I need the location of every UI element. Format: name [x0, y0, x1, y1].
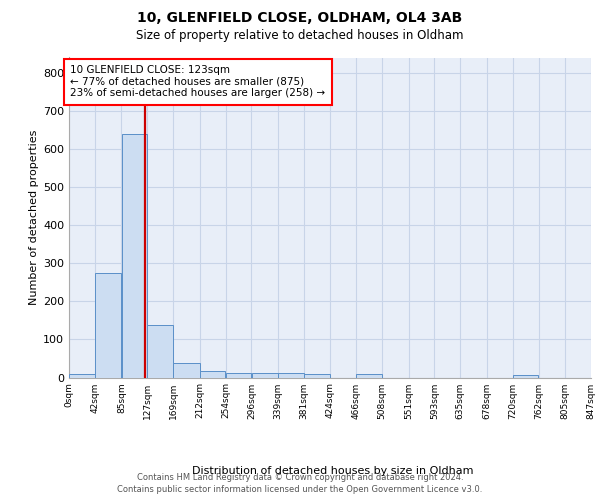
Bar — [95, 272, 121, 378]
Bar — [122, 134, 147, 378]
Bar — [226, 372, 251, 378]
Bar — [200, 370, 226, 378]
Bar — [356, 374, 382, 378]
Bar — [173, 364, 199, 378]
Bar — [513, 375, 538, 378]
Bar — [69, 374, 95, 378]
Text: 10 GLENFIELD CLOSE: 123sqm
← 77% of detached houses are smaller (875)
23% of sem: 10 GLENFIELD CLOSE: 123sqm ← 77% of deta… — [70, 65, 325, 98]
Bar — [304, 374, 330, 378]
Y-axis label: Number of detached properties: Number of detached properties — [29, 130, 39, 305]
Text: Distribution of detached houses by size in Oldham: Distribution of detached houses by size … — [192, 466, 474, 476]
Bar — [148, 325, 173, 378]
Bar — [278, 374, 304, 378]
Bar — [251, 374, 278, 378]
Text: 10, GLENFIELD CLOSE, OLDHAM, OL4 3AB: 10, GLENFIELD CLOSE, OLDHAM, OL4 3AB — [137, 11, 463, 25]
Text: Size of property relative to detached houses in Oldham: Size of property relative to detached ho… — [136, 29, 464, 42]
Text: Contains HM Land Registry data © Crown copyright and database right 2024.
Contai: Contains HM Land Registry data © Crown c… — [118, 472, 482, 494]
